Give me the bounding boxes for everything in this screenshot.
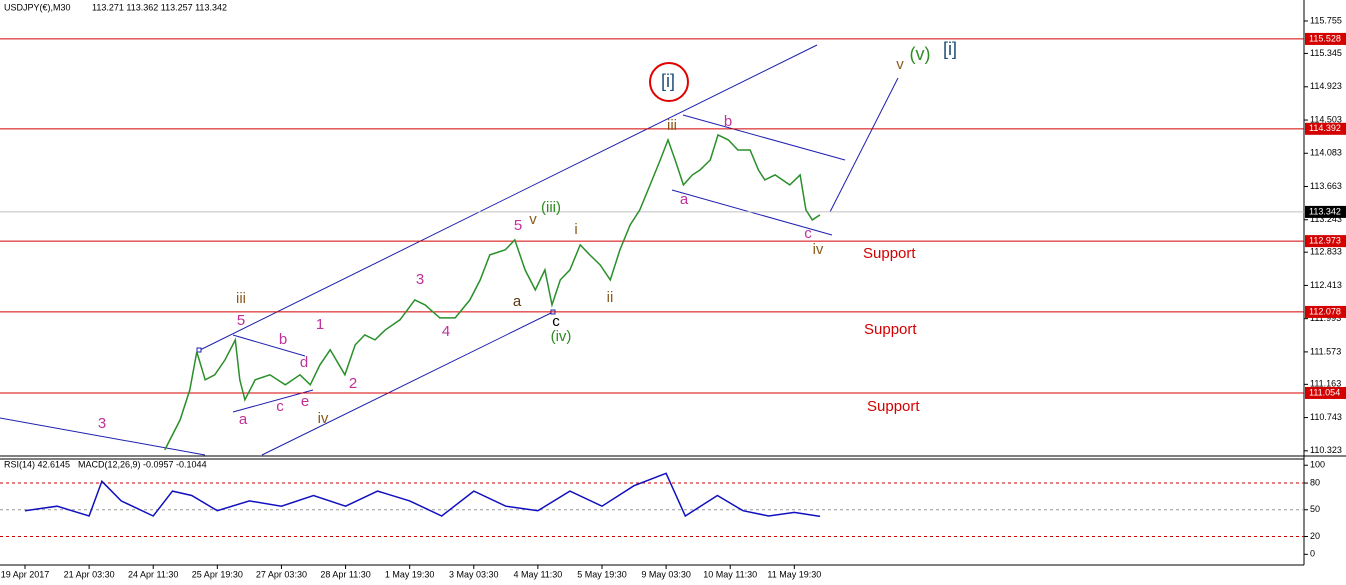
trend-line xyxy=(0,417,206,456)
y-tick-label: 114.923 xyxy=(1310,81,1342,91)
level-label: 111.054 xyxy=(1309,387,1340,397)
level-label: 112.973 xyxy=(1309,235,1341,245)
wave-label: (iv) xyxy=(551,328,572,345)
level-label-bg xyxy=(1305,122,1346,135)
y-tick-label: 50 xyxy=(1310,504,1320,514)
y-tick-label: 110.323 xyxy=(1310,445,1342,455)
y-tick-label: 112.413 xyxy=(1310,280,1342,290)
symbol-title: USDJPY(€),M30 xyxy=(4,2,71,12)
wave-label: c xyxy=(276,398,284,415)
wave-label: 2 xyxy=(349,375,357,392)
wave-label: iii xyxy=(236,290,246,307)
x-tick-label: 19 Apr 2017 xyxy=(1,569,50,579)
wave-label: iv xyxy=(318,410,329,427)
x-tick-label: 21 Apr 03:30 xyxy=(64,569,115,579)
y-tick-label: 0 xyxy=(1310,549,1315,559)
y-tick-label: 115.755 xyxy=(1310,15,1342,25)
x-tick-label: 11 May 19:30 xyxy=(767,569,821,579)
wave-label: 1 xyxy=(316,316,324,333)
y-tick-label: 100 xyxy=(1310,460,1325,470)
wave-label: 5 xyxy=(514,217,522,234)
wave-label: a xyxy=(239,411,248,428)
level-label-bg xyxy=(1305,235,1346,248)
wave-label: [i] xyxy=(943,39,957,59)
x-tick-label: 1 May 19:30 xyxy=(385,569,435,579)
y-tick-label: 115.345 xyxy=(1310,48,1342,58)
level-label-bg xyxy=(1305,386,1346,399)
projection-line xyxy=(829,77,899,213)
price-line xyxy=(24,472,821,518)
y-tick-label: 111.163 xyxy=(1310,379,1341,389)
wave-label: 5 xyxy=(237,312,245,329)
level-label: 112.078 xyxy=(1309,306,1341,316)
level-label-bg xyxy=(1305,32,1346,45)
x-tick-label: 25 Apr 19:30 xyxy=(192,569,243,579)
level-label: 114.392 xyxy=(1309,123,1341,133)
channel-line xyxy=(261,311,554,456)
y-tick-label: 114.083 xyxy=(1310,148,1342,158)
triangle-line xyxy=(232,334,306,357)
wave-label: a xyxy=(680,191,689,208)
wave-label: (v) xyxy=(910,44,931,64)
rsi-title: RSI(14) 42.6145 xyxy=(4,459,70,469)
wave-circle xyxy=(649,62,689,102)
x-tick-label: 4 May 11:30 xyxy=(513,569,562,579)
wave-label: e xyxy=(301,393,309,410)
wave-label: c xyxy=(804,225,812,242)
wave-label: d xyxy=(300,354,308,371)
wave-label: a xyxy=(513,293,522,310)
wave-label: [i] xyxy=(661,71,675,91)
x-tick-label: 27 Apr 03:30 xyxy=(256,569,307,579)
support-label: Support xyxy=(863,245,916,262)
current-price-bg xyxy=(1305,205,1346,218)
wave-label: ii xyxy=(607,289,614,306)
wave-label: 3 xyxy=(98,415,106,432)
level-label: 115.528 xyxy=(1309,33,1341,43)
ohlc: 113.271 113.362 113.257 113.342 xyxy=(92,2,227,12)
wave-label: 4 xyxy=(442,323,450,340)
y-tick-label: 114.503 xyxy=(1310,114,1342,124)
y-tick-label: 111.993 xyxy=(1310,313,1341,323)
x-tick-label: 28 Apr 11:30 xyxy=(320,569,370,579)
anchor xyxy=(196,347,202,353)
price-line xyxy=(164,133,821,451)
flag-line xyxy=(682,114,846,161)
flag-line xyxy=(671,189,833,236)
x-tick-label: 3 May 03:30 xyxy=(449,569,499,579)
y-tick-label: 111.573 xyxy=(1310,346,1341,356)
wave-label: c xyxy=(552,313,560,330)
wave-label: i xyxy=(574,221,577,238)
wave-label: iii xyxy=(667,117,677,134)
wave-label: b xyxy=(724,113,732,130)
wave-label: (iii) xyxy=(541,199,561,216)
channel-line xyxy=(199,44,818,351)
x-tick-label: 10 May 11:30 xyxy=(703,569,757,579)
support-label: Support xyxy=(867,398,920,415)
y-tick-label: 112.833 xyxy=(1310,247,1342,257)
triangle-line xyxy=(232,389,314,413)
wave-label: 3 xyxy=(416,271,424,288)
x-tick-label: 9 May 03:30 xyxy=(641,569,691,579)
wave-label: v xyxy=(529,211,537,228)
y-tick-label: 110.743 xyxy=(1310,412,1342,422)
macd-title: MACD(12,26,9) -0.0957 -0.1044 xyxy=(78,459,207,469)
current-price-label: 113.342 xyxy=(1309,206,1341,216)
x-tick-label: 24 Apr 11:30 xyxy=(128,569,178,579)
x-tick-label: 5 May 19:30 xyxy=(577,569,627,579)
wave-label: v xyxy=(896,56,904,73)
wave-label: b xyxy=(279,331,287,348)
support-label: Support xyxy=(864,321,917,338)
y-tick-label: 80 xyxy=(1310,477,1320,487)
level-label-bg xyxy=(1305,305,1346,318)
y-tick-label: 20 xyxy=(1310,531,1320,541)
wave-label: iv xyxy=(813,241,824,258)
y-tick-label: 113.663 xyxy=(1310,181,1342,191)
y-tick-label: 113.243 xyxy=(1310,214,1342,224)
